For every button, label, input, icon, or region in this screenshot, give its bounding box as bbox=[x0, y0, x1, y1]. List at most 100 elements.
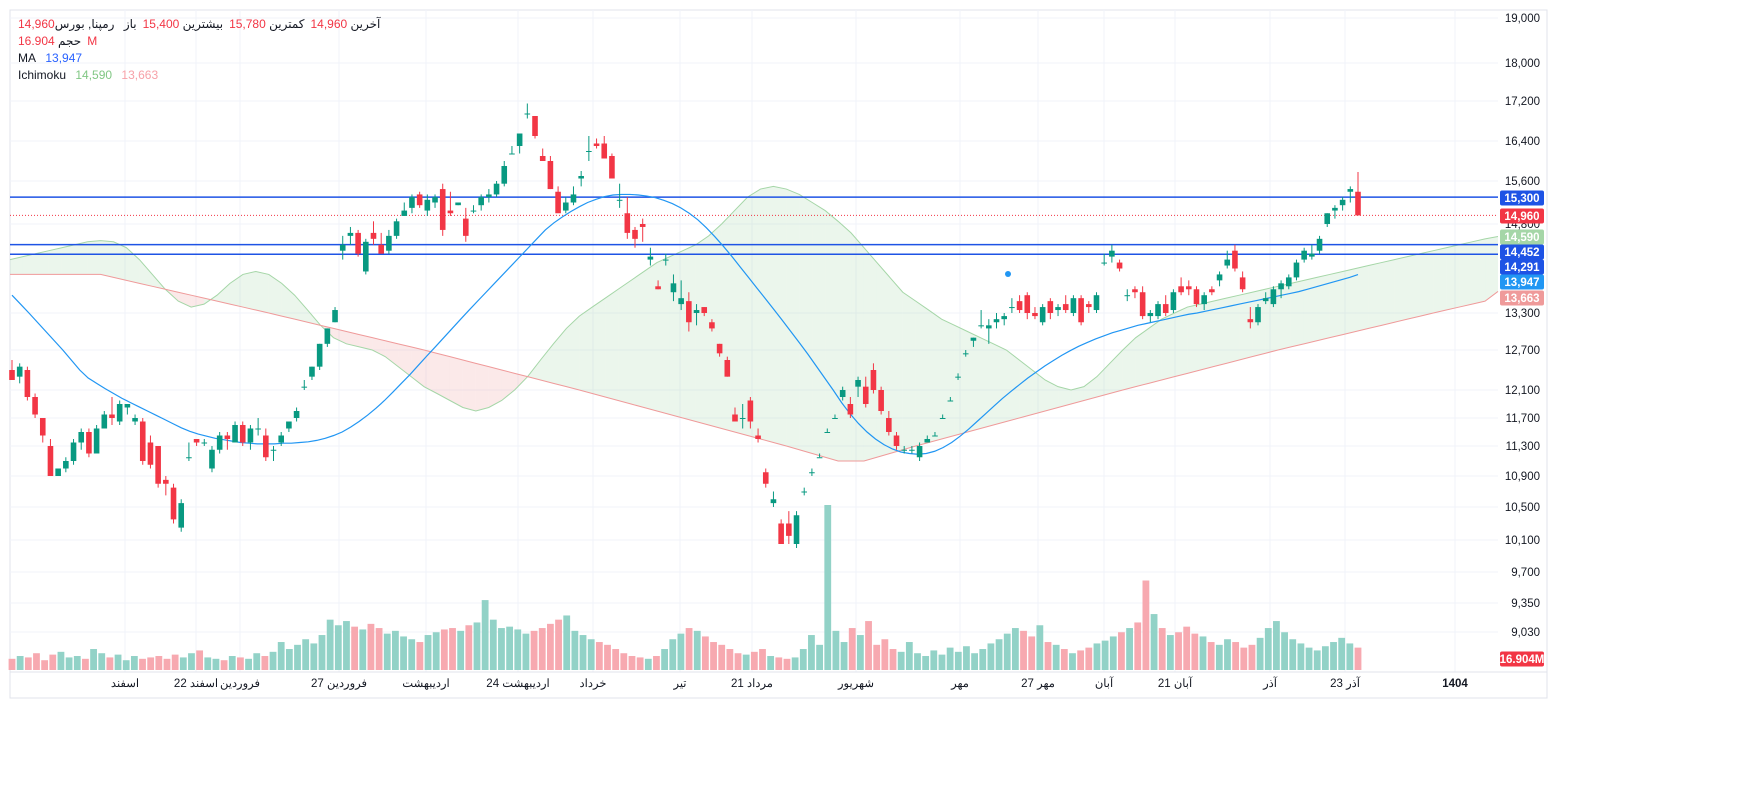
candle-body bbox=[878, 390, 884, 411]
volume-bar bbox=[1052, 644, 1060, 670]
cloud-segment bbox=[618, 280, 632, 404]
volume-bar bbox=[1313, 650, 1321, 670]
volume-bar bbox=[277, 642, 285, 670]
volume-bar bbox=[612, 649, 620, 670]
candle-body bbox=[832, 418, 838, 419]
cloud-segment bbox=[1174, 307, 1188, 377]
volume-bar bbox=[653, 656, 660, 670]
candle-body bbox=[216, 435, 223, 450]
volume-bar bbox=[82, 658, 89, 670]
volume-bar bbox=[636, 657, 644, 670]
volume-bar bbox=[114, 654, 122, 670]
time-axis-label: 21 آبان bbox=[1158, 675, 1193, 690]
volume-bar bbox=[392, 630, 399, 670]
candle-body bbox=[47, 446, 54, 476]
time-axis-label: تیر bbox=[672, 678, 686, 690]
candle-body bbox=[724, 360, 731, 377]
volume-bar bbox=[718, 644, 726, 670]
cloud-segment bbox=[178, 292, 192, 308]
volume-bar bbox=[726, 649, 734, 670]
cloud-segment bbox=[1329, 271, 1343, 338]
price-badge-label: 14,960 bbox=[1504, 211, 1539, 223]
candle-body bbox=[1132, 289, 1138, 293]
time-axis-label: فروردین bbox=[220, 678, 260, 690]
cloud-segment bbox=[851, 232, 864, 461]
cloud-segment bbox=[1381, 259, 1395, 326]
volume-bar bbox=[661, 649, 669, 670]
candle-body bbox=[439, 189, 446, 230]
candle-body bbox=[986, 325, 992, 329]
volume-bar bbox=[1346, 643, 1354, 670]
alert-marker bbox=[1005, 271, 1011, 277]
cloud-segment bbox=[1394, 256, 1408, 323]
cloud-segment bbox=[1472, 238, 1486, 305]
volume-bar bbox=[408, 639, 416, 670]
candle-body bbox=[616, 199, 623, 201]
cloud-segment bbox=[1316, 274, 1330, 341]
volume-bar bbox=[938, 654, 946, 670]
cloud-segment bbox=[449, 356, 463, 408]
candle-body bbox=[424, 199, 431, 211]
cloud-segment bbox=[786, 189, 800, 450]
volume-bar bbox=[1093, 643, 1101, 670]
volume-bar bbox=[1003, 633, 1011, 670]
candle-body bbox=[86, 432, 92, 454]
volume-bar bbox=[1036, 625, 1044, 670]
cloud-segment bbox=[1303, 277, 1317, 344]
volume-bar bbox=[547, 623, 554, 670]
candle-body bbox=[1062, 304, 1069, 311]
volume-bar bbox=[98, 653, 106, 670]
time-axis-label: 21 مرداد bbox=[731, 677, 773, 690]
cloud-segment bbox=[333, 328, 347, 344]
volume-bar bbox=[710, 642, 717, 670]
candle-body bbox=[470, 210, 477, 212]
price-axis-label: 9,350 bbox=[1511, 598, 1540, 610]
candle-body bbox=[1116, 262, 1123, 269]
cloud-segment bbox=[579, 307, 593, 394]
volume-bar bbox=[522, 633, 530, 670]
candle-body bbox=[516, 133, 523, 146]
cloud-segment bbox=[863, 247, 877, 461]
candle-body bbox=[786, 523, 792, 536]
candle-body bbox=[155, 446, 161, 484]
volume-bar bbox=[750, 651, 758, 670]
volume-bar bbox=[1044, 642, 1052, 670]
candle-body bbox=[1024, 295, 1031, 313]
volume-bar bbox=[816, 644, 823, 670]
volume-bar bbox=[865, 621, 872, 670]
volume-bar bbox=[351, 626, 359, 670]
candle-body bbox=[547, 161, 554, 190]
volume-bar bbox=[555, 619, 562, 670]
cloud-segment bbox=[1019, 360, 1033, 418]
volume-bar bbox=[65, 657, 73, 670]
volume-bar bbox=[49, 654, 57, 670]
cloud-segment bbox=[682, 244, 696, 422]
candle-body bbox=[1201, 295, 1207, 305]
cloud-segment bbox=[605, 289, 619, 401]
volume-bar bbox=[302, 639, 310, 670]
cloud-segment bbox=[566, 316, 580, 390]
volume-bar bbox=[897, 651, 905, 670]
volume-bar bbox=[1330, 642, 1337, 670]
candle-body bbox=[562, 202, 569, 211]
price-axis-label: 11,700 bbox=[1506, 413, 1540, 425]
candle-body bbox=[78, 432, 85, 443]
time-axis-label: اسفند bbox=[111, 677, 139, 690]
candle-body bbox=[9, 370, 15, 380]
time-axis-label: مهر bbox=[950, 678, 969, 690]
candle-body bbox=[1032, 313, 1038, 317]
cloud-segment bbox=[1446, 244, 1460, 311]
candle-body bbox=[416, 194, 423, 206]
volume-bar bbox=[563, 615, 571, 670]
candle-body bbox=[293, 411, 300, 418]
candle-body bbox=[93, 428, 100, 454]
volume-bar bbox=[8, 658, 16, 670]
cloud-segment bbox=[462, 360, 476, 411]
candle-body bbox=[1301, 250, 1307, 260]
volume-bar bbox=[514, 629, 522, 670]
time-axis-label: اردیبهشت bbox=[402, 677, 449, 690]
candle-body bbox=[170, 487, 177, 520]
candle-body bbox=[578, 176, 584, 179]
